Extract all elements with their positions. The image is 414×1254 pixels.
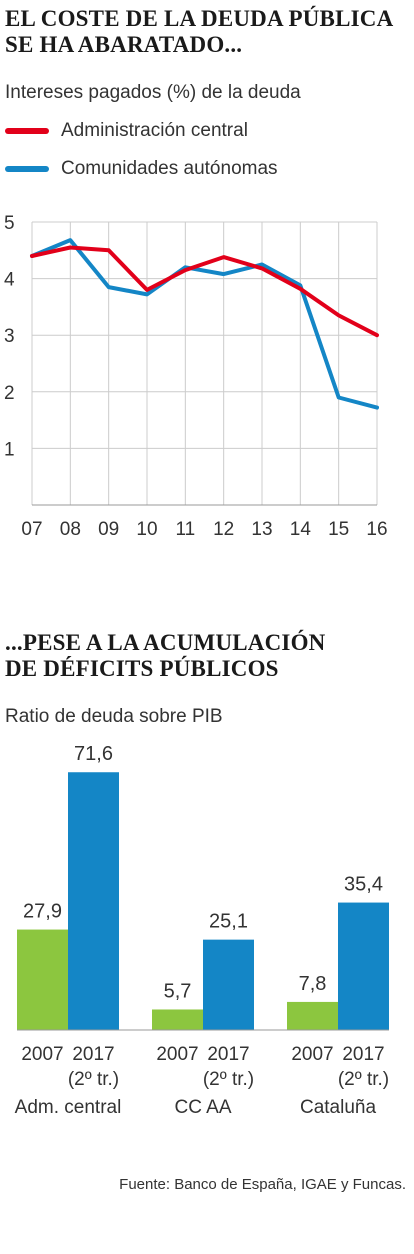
x-tick-label: 12: [213, 519, 234, 540]
legend-label: Comunidades autónomas: [61, 158, 278, 179]
bar-value-label: 7,8: [299, 973, 327, 995]
bar-sublabel: (2º tr.): [68, 1069, 119, 1090]
x-tick-label: 07: [21, 519, 42, 540]
source-note: Fuente: Banco de España, IGAE y Funcas.: [119, 1176, 406, 1193]
bar-2007: [287, 1001, 338, 1030]
bar-chart-title-line-2: DE DÉFICITS PÚBLICOS: [5, 656, 279, 681]
y-tick-label: 2: [4, 383, 15, 404]
bar-value-label: 25,1: [209, 911, 248, 933]
line-chart-title: EL COSTE DE LA DEUDA PÚBLICA SE HA ABARA…: [5, 6, 393, 58]
y-tick-label: 4: [4, 270, 15, 291]
y-tick-label: 1: [4, 439, 15, 460]
group-label: Adm. central: [15, 1097, 122, 1118]
x-tick-label: 14: [290, 519, 312, 540]
bar-year-label: 2017: [207, 1044, 249, 1065]
bar-sublabel: (2º tr.): [203, 1069, 254, 1090]
x-tick-label: 10: [136, 519, 157, 540]
series-line-administracion-central: [30, 245, 379, 338]
bar-chart-title: ...PESE A LA ACUMULACIÓN DE DÉFICITS PÚB…: [5, 630, 325, 682]
x-tick-label: 09: [98, 519, 119, 540]
x-tick-label: 16: [366, 519, 387, 540]
x-tick-label: 08: [60, 519, 81, 540]
bar-2017: [203, 939, 254, 1030]
x-tick-label: 15: [328, 519, 349, 540]
bar-chart-subtitle: Ratio de deuda sobre PIB: [5, 706, 223, 727]
bar-chart-title-line-1: ...PESE A LA ACUMULACIÓN: [5, 630, 326, 655]
legend-item-comunidades-autonomas: Comunidades autónomas: [5, 155, 278, 183]
legend-swatch-red: [5, 128, 49, 134]
bar-value-label: 35,4: [344, 874, 383, 896]
x-tick-label: 13: [251, 519, 272, 540]
legend-item-administracion-central: Administración central: [5, 117, 248, 145]
bar-value-label: 27,9: [23, 901, 62, 923]
bar-year-label: 2017: [342, 1044, 384, 1065]
group-label: CC AA: [174, 1097, 231, 1118]
bar-2007: [152, 1009, 203, 1030]
series-line-comunidades-autonomas: [30, 238, 379, 410]
bar-2007: [17, 929, 68, 1030]
legend-label: Administración central: [61, 120, 248, 141]
x-tick-label: 11: [175, 519, 195, 540]
bar-2017: [338, 902, 389, 1030]
y-tick-label: 3: [4, 326, 15, 347]
bar-chart: 27,9 2007 71,6 2017 (2º tr.) Adm. central 5,7 2…: [15, 743, 389, 1118]
bar-value-label: 71,6: [74, 743, 113, 765]
bar-2017: [68, 772, 119, 1030]
y-tick-label: 5: [4, 213, 15, 234]
bar-sublabel: (2º tr.): [338, 1069, 389, 1090]
line-chart-title-line-1: EL COSTE DE LA DEUDA PÚBLICA: [5, 6, 394, 31]
group-label: Cataluña: [300, 1097, 376, 1118]
legend-swatch-blue: [5, 166, 49, 172]
line-chart-title-line-2: SE HA ABARATADO...: [5, 32, 243, 57]
line-chart-subtitle: Intereses pagados (%) de la deuda: [5, 82, 301, 103]
bar-year-label: 2007: [21, 1044, 63, 1065]
bar-year-label: 2007: [156, 1044, 198, 1065]
bar-year-label: 2007: [291, 1044, 333, 1065]
bar-year-label: 2017: [72, 1044, 114, 1065]
bar-value-label: 5,7: [164, 980, 192, 1002]
